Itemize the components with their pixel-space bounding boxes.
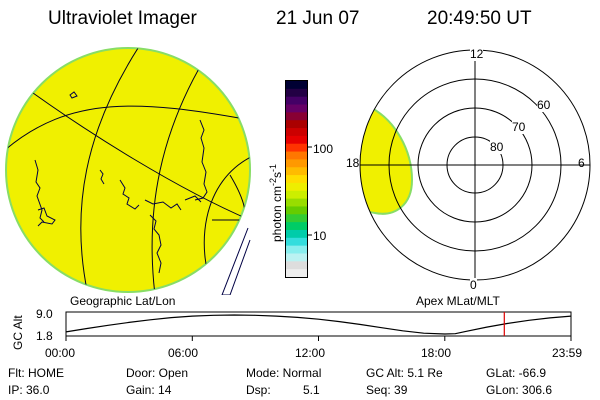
status-glat: GLat: -66.9 <box>486 366 547 380</box>
altitude-series-line <box>65 314 572 335</box>
x-tick-0000: 00:00 <box>45 346 76 360</box>
y-tick-label-top: 9.0 <box>36 307 53 321</box>
x-tick-1800: 18:00 <box>421 346 452 360</box>
mlat-label-70: 70 <box>512 120 526 134</box>
mlt-label-0: 0 <box>470 278 477 292</box>
unit-s: s <box>270 172 284 178</box>
uv-emission-disk <box>5 47 251 293</box>
chart-frame <box>65 311 572 337</box>
colorbar-segment <box>286 128 307 137</box>
x-tick-2359: 23:59 <box>552 346 583 360</box>
svg-text:photon cm-2s-1: photon cm-2s-1 <box>268 164 284 242</box>
x-tick-0600: 06:00 <box>168 346 199 360</box>
y-tick-label-bottom: 1.8 <box>36 329 53 343</box>
colorbar-segment <box>286 229 307 239</box>
geographic-label: Geographic Lat/Lon <box>70 294 176 308</box>
colorbar-segment <box>286 253 307 262</box>
polar-label: Apex MLat/MLT <box>416 294 500 308</box>
polar-grid <box>359 49 591 281</box>
time-label: 20:49:50 UT <box>427 8 532 29</box>
mlat-label-80: 80 <box>490 140 504 154</box>
colorbar-segment <box>286 81 307 90</box>
status-gain: Gain: 14 <box>126 383 172 397</box>
colorbar-segment <box>286 222 307 231</box>
colorbar-segment <box>286 159 307 168</box>
status-gc-alt: GC Alt: 5.1 Re <box>366 366 443 380</box>
colorbar-segment <box>286 214 307 223</box>
status-door: Door: Open <box>126 366 189 380</box>
status-seq: Seq: 39 <box>366 383 408 397</box>
colorbar-segment <box>286 269 307 277</box>
status-dsp-value: 5.1 <box>303 383 320 397</box>
mlt-label-12: 12 <box>470 47 484 61</box>
mlt-label-6: 6 <box>578 156 585 170</box>
colorbar-segment <box>286 151 307 160</box>
colorbar-segment <box>286 88 307 98</box>
colorbar-ticks <box>307 146 312 236</box>
colorbar-segment <box>286 182 307 192</box>
polar-mlat-mlt-panel <box>359 49 591 281</box>
mlat-label-60: 60 <box>537 98 551 112</box>
colorbar-tick-100: 100 <box>313 142 334 156</box>
colorbar <box>285 80 308 278</box>
colorbar-segment <box>286 135 307 145</box>
status-flt: Flt: HOME <box>8 366 64 380</box>
colorbar-segment <box>286 120 307 129</box>
colorbar-tick-10: 10 <box>313 229 327 243</box>
colorbar-segment <box>286 198 307 208</box>
colorbar-segment <box>286 143 307 153</box>
peninsula-outline <box>221 227 251 295</box>
colorbar-segment <box>286 96 307 106</box>
date-label: 21 Jun 07 <box>276 8 360 29</box>
chart-ticks <box>65 336 572 341</box>
colorbar-segment <box>286 112 307 121</box>
status-mode: Mode: Normal <box>246 366 322 380</box>
chart-ylabel: GC Alt <box>11 315 25 350</box>
mlt-label-18: 18 <box>346 156 360 170</box>
colorbar-unit-label: photon cm-2s-1 <box>268 164 284 242</box>
colorbar-segment <box>286 104 307 113</box>
colorbar-segment <box>286 245 307 255</box>
colorbar-segment <box>286 206 307 215</box>
instrument-title: Ultraviolet Imager <box>48 8 197 29</box>
status-dsp-label: Dsp: <box>246 383 271 397</box>
unit-exp1: -2 <box>268 178 278 186</box>
colorbar-segment <box>286 261 307 270</box>
colorbar-segment <box>286 237 307 247</box>
x-tick-1200: 12:00 <box>295 346 326 360</box>
colorbar-segment <box>286 190 307 200</box>
geographic-image-panel <box>5 47 251 295</box>
colorbar-segment <box>286 167 307 176</box>
status-glon: GLon: 306.6 <box>486 383 553 397</box>
status-ip: IP: 36.0 <box>8 383 50 397</box>
unit-exp2: -1 <box>268 164 278 172</box>
colorbar-segment <box>286 175 307 184</box>
altitude-chart: GC Alt 9.0 1.8 <box>11 307 572 350</box>
unit-text: photon cm <box>270 186 284 242</box>
